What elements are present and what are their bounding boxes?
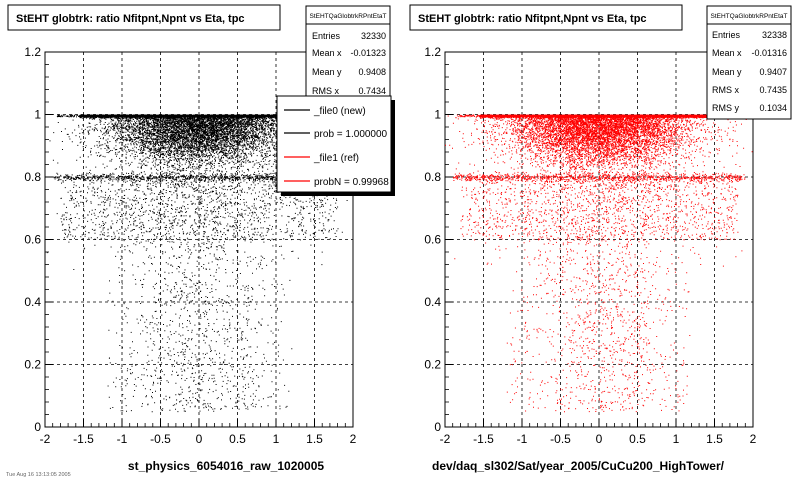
legend-entry: _file0 (new) — [313, 106, 366, 117]
x-tick-label: -0.5 — [550, 432, 571, 446]
left-stats-label: Entries — [312, 31, 341, 41]
left-axes: -2 -1.5 -1 -0.5 0 0.5 1 1.5 2 0 0.2 0.4 0.6 0.8 1 1.2 — [24, 45, 356, 446]
right-stats-value: 0.9407 — [759, 67, 787, 77]
scatter-point — [445, 114, 753, 413]
left-x-axis-label: st_physics_6054016_raw_1020005 — [128, 459, 324, 473]
y-tick-label: 0.6 — [424, 233, 441, 247]
right-panel: StEHT globtrk: ratio Nfitpnt,Npnt vs Eta… — [409, 4, 792, 473]
right-x-axis-label: dev/daq_sl302/Sat/year_2005/CuCu200_High… — [432, 459, 725, 473]
x-tick-label: 2 — [350, 432, 357, 446]
right-stats-label: Entries — [712, 30, 741, 40]
left-panel: StEHT globtrk: ratio Nfitpnt,Npnt vs Eta… — [6, 4, 395, 478]
x-tick-label: 0 — [596, 432, 603, 446]
legend-entry: _file1 (ref) — [313, 153, 359, 164]
left-chart-title: StEHT globtrk: ratio Nfitpnt,Npnt vs Eta… — [16, 13, 245, 25]
x-tick-label: 1.5 — [306, 432, 323, 446]
left-stats-value: 0.9408 — [358, 67, 386, 77]
x-tick-label: -1 — [517, 432, 528, 446]
y-tick-label: 1 — [434, 108, 441, 122]
x-tick-label: 1.5 — [706, 432, 723, 446]
x-tick-label: -1 — [117, 432, 128, 446]
right-chart-title: StEHT globtrk: ratio Nfitpnt,Npnt vs Eta… — [418, 13, 647, 25]
right-stats-value: 0.7435 — [759, 85, 787, 95]
y-tick-label: 0 — [34, 420, 41, 434]
left-stats-value: 0.7434 — [358, 86, 386, 96]
right-stats-name: StEHTQaGlobtrkRPntEtaT — [711, 13, 788, 20]
right-stats-label: Mean y — [712, 67, 742, 77]
x-tick-label: -0.5 — [150, 432, 171, 446]
y-tick-label: 1 — [34, 108, 41, 122]
right-title-box — [409, 4, 683, 31]
x-tick-label: 1 — [273, 432, 280, 446]
y-tick-label: 0.8 — [24, 170, 41, 184]
right-stats-box: StEHTQaGlobtrkRPntEtaT Entries 32338 Mea… — [706, 5, 792, 120]
left-stats-label: Mean y — [312, 67, 342, 77]
legend-entry: probN = 0.99968 — [314, 177, 389, 188]
left-stats-label: Mean x — [312, 48, 342, 58]
x-tick-label: -2 — [40, 432, 51, 446]
y-tick-label: 0.4 — [24, 295, 41, 309]
y-tick-label: 0 — [434, 420, 441, 434]
left-stats-label: RMS x — [312, 86, 340, 96]
left-stats-value: 32330 — [361, 31, 386, 41]
left-stats-box: StEHTQaGlobtrkRPntEtaT Entries 32330 Mea… — [305, 5, 391, 105]
right-stats-value: 0.1034 — [759, 103, 787, 113]
left-stats-value: -0.01323 — [350, 48, 386, 58]
y-tick-label: 1.2 — [424, 45, 441, 59]
y-tick-label: 0.6 — [24, 233, 41, 247]
y-tick-label: 0.2 — [24, 358, 41, 372]
right-scatter-points — [445, 114, 753, 413]
right-stats-label: RMS y — [712, 103, 740, 113]
x-tick-label: -2 — [440, 432, 451, 446]
x-tick-label: 1 — [673, 432, 680, 446]
x-tick-label: 2 — [750, 432, 757, 446]
right-axes: -2 -1.5 -1 -0.5 0 0.5 1 1.5 2 0 0.2 0.4 0.6 0.8 1 1.2 — [424, 45, 756, 446]
right-stats-value: 32338 — [762, 30, 787, 40]
x-tick-label: 0.5 — [629, 432, 646, 446]
y-tick-label: 0.4 — [424, 295, 441, 309]
right-stats-label: Mean x — [712, 48, 742, 58]
right-stats-label: RMS x — [712, 85, 740, 95]
x-tick-label: -1.5 — [473, 432, 494, 446]
y-tick-label: 0.2 — [424, 358, 441, 372]
left-stats-name: StEHTQaGlobtrkRPntEtaT — [310, 13, 387, 20]
x-tick-label: 0.5 — [229, 432, 246, 446]
x-tick-label: 0 — [196, 432, 203, 446]
y-tick-label: 0.8 — [424, 170, 441, 184]
legend-entry: prob = 1.000000 — [314, 129, 388, 140]
right-stats-value: -0.01316 — [751, 48, 787, 58]
left-legend: _file0 (new) prob = 1.000000 _file1 (ref… — [276, 95, 395, 196]
footer-timestamp: Tue Aug 16 13:13:05 2005 — [6, 472, 71, 478]
left-title-box — [7, 4, 281, 31]
y-tick-label: 1.2 — [24, 45, 41, 59]
x-tick-label: -1.5 — [73, 432, 94, 446]
